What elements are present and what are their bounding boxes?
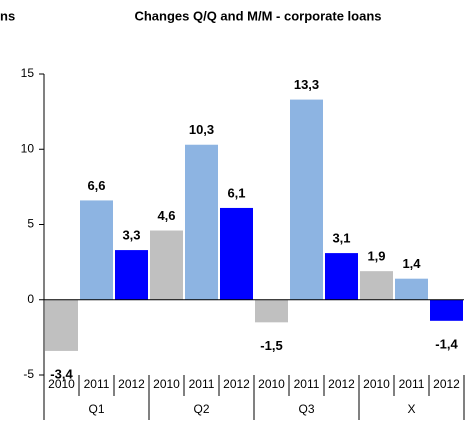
x-tick-label: 2011 bbox=[399, 377, 425, 391]
x-group-label: Q3 bbox=[298, 402, 314, 416]
y-tick-label: 5 bbox=[27, 217, 34, 231]
x-tick-label: 2010 bbox=[153, 377, 180, 391]
x-group-label: Q2 bbox=[193, 402, 209, 416]
bar bbox=[80, 200, 113, 300]
x-tick-label: 2012 bbox=[433, 377, 460, 391]
cropped-title: ns bbox=[0, 8, 15, 23]
value-label: 3,3 bbox=[122, 228, 140, 243]
y-tick-label: 15 bbox=[21, 66, 35, 80]
x-tick-label: 2012 bbox=[328, 377, 355, 391]
x-tick-label: 2011 bbox=[189, 377, 215, 391]
x-group-label: Q1 bbox=[88, 402, 104, 416]
x-tick-label: 2012 bbox=[223, 377, 250, 391]
chart-title: Changes Q/Q and M/M - corporate loans bbox=[134, 8, 381, 23]
x-tick-label: 2010 bbox=[48, 377, 75, 391]
y-tick-label: -5 bbox=[23, 367, 34, 381]
value-label: -1,4 bbox=[435, 336, 458, 351]
bar bbox=[115, 250, 148, 300]
x-tick-label: 2010 bbox=[258, 377, 285, 391]
x-tick-label: 2011 bbox=[84, 377, 110, 391]
x-tick-label: 2011 bbox=[294, 377, 320, 391]
value-label: 6,6 bbox=[87, 178, 105, 193]
value-label: 6,1 bbox=[227, 185, 245, 200]
value-label: 1,9 bbox=[367, 249, 385, 264]
x-group-label: X bbox=[407, 402, 415, 416]
bar bbox=[430, 299, 463, 321]
value-label: 10,3 bbox=[189, 122, 214, 137]
bar bbox=[45, 299, 78, 351]
x-tick-label: 2010 bbox=[363, 377, 390, 391]
bar bbox=[185, 144, 218, 300]
x-tick-label: 2012 bbox=[118, 377, 145, 391]
value-label: -1,5 bbox=[260, 338, 282, 353]
bar bbox=[360, 271, 393, 300]
y-tick-label: 0 bbox=[27, 292, 34, 306]
value-label: 3,1 bbox=[332, 231, 350, 246]
bar bbox=[290, 99, 323, 300]
bar bbox=[325, 253, 358, 300]
bar bbox=[150, 230, 183, 300]
bar bbox=[220, 207, 253, 300]
y-tick-label: 10 bbox=[21, 141, 35, 155]
value-label: 13,3 bbox=[294, 77, 319, 92]
bar bbox=[255, 299, 288, 323]
value-label: -3,4 bbox=[50, 366, 73, 381]
bar bbox=[395, 278, 428, 300]
value-label: 4,6 bbox=[157, 208, 175, 223]
value-label: 1,4 bbox=[402, 256, 421, 271]
